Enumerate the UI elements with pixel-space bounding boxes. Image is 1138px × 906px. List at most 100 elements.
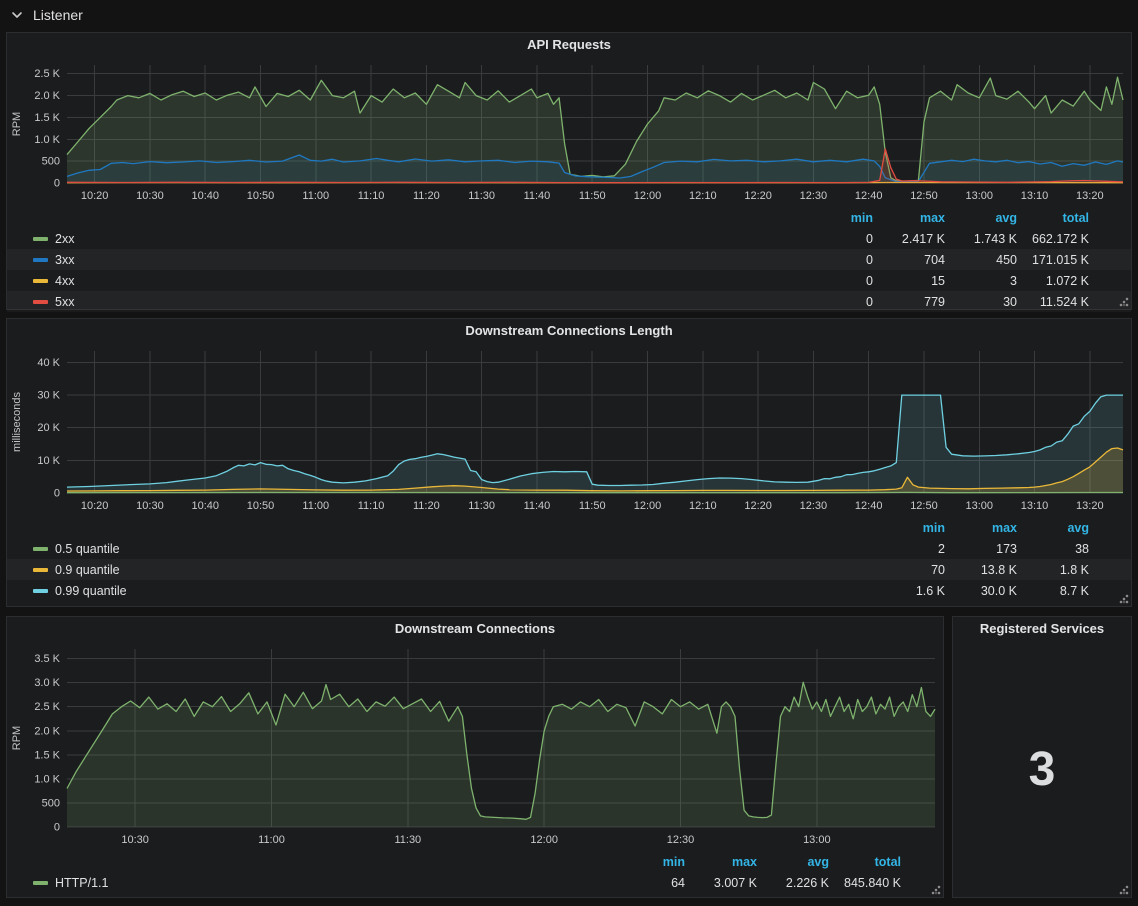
- legend-value: 11.524 K: [1017, 295, 1089, 309]
- series-color-swatch: [33, 589, 48, 593]
- svg-text:10:50: 10:50: [247, 190, 275, 202]
- row-title: Listener: [33, 7, 83, 23]
- legend-column-header[interactable]: max: [685, 855, 757, 869]
- svg-text:11:50: 11:50: [579, 190, 606, 202]
- legend-value: 2: [873, 542, 945, 556]
- legend-column-header[interactable]: total: [829, 855, 901, 869]
- legend-value: 662.172 K: [1017, 232, 1089, 246]
- svg-text:RPM: RPM: [11, 112, 23, 136]
- svg-text:11:30: 11:30: [468, 500, 495, 512]
- legend-column-header[interactable]: avg: [945, 211, 1017, 225]
- svg-text:0: 0: [54, 178, 60, 190]
- svg-text:11:40: 11:40: [524, 500, 551, 512]
- svg-text:12:50: 12:50: [910, 500, 938, 512]
- legend-row: 0.5 quantile 217338: [7, 538, 1131, 559]
- panel-resize-handle[interactable]: [1118, 884, 1129, 895]
- panel-title[interactable]: Registered Services: [953, 617, 1131, 641]
- series-label[interactable]: 0.9 quantile: [55, 563, 120, 577]
- svg-text:11:20: 11:20: [413, 500, 440, 512]
- panel-title[interactable]: Downstream Connections: [7, 617, 943, 641]
- legend-value: 704: [873, 253, 945, 267]
- legend-value: 0: [801, 232, 873, 246]
- svg-text:2.5 K: 2.5 K: [34, 68, 60, 80]
- legend-value: 2.226 K: [757, 876, 829, 890]
- legend-value: 8.7 K: [1017, 584, 1089, 598]
- svg-text:12:00: 12:00: [530, 834, 558, 846]
- svg-text:12:10: 12:10: [689, 190, 717, 202]
- legend-value: 38: [1017, 542, 1089, 556]
- legend-header-row: minmaxavgtotal: [7, 207, 1131, 228]
- svg-text:1.5 K: 1.5 K: [34, 112, 60, 124]
- panel-title[interactable]: API Requests: [7, 33, 1131, 57]
- legend-column-header[interactable]: avg: [757, 855, 829, 869]
- series-label[interactable]: 3xx: [55, 253, 74, 267]
- panel-resize-handle[interactable]: [1118, 296, 1129, 307]
- series-label[interactable]: 5xx: [55, 295, 74, 309]
- panel-title[interactable]: Downstream Connections Length: [7, 319, 1131, 343]
- legend-table: minmaxavgtotalHTTP/1.1643.007 K2.226 K84…: [7, 851, 943, 893]
- legend-row: 2xx02.417 K1.743 K662.172 K: [7, 228, 1131, 249]
- series-color-swatch: [33, 547, 48, 551]
- svg-text:12:20: 12:20: [744, 500, 772, 512]
- panel-downstream-connections-length: Downstream Connections Length 010 K20 K3…: [6, 318, 1132, 607]
- svg-text:12:10: 12:10: [689, 500, 717, 512]
- svg-text:2.0 K: 2.0 K: [34, 90, 60, 102]
- svg-text:11:00: 11:00: [258, 834, 285, 846]
- legend-column-header[interactable]: min: [801, 211, 873, 225]
- series-label[interactable]: 4xx: [55, 274, 74, 288]
- svg-text:3.0 K: 3.0 K: [34, 677, 60, 689]
- svg-text:10:20: 10:20: [81, 500, 109, 512]
- series-label[interactable]: 0.99 quantile: [55, 584, 127, 598]
- legend-value: 70: [873, 563, 945, 577]
- svg-text:11:30: 11:30: [394, 834, 421, 846]
- legend-row: 4xx01531.072 K: [7, 270, 1131, 291]
- svg-text:12:20: 12:20: [744, 190, 772, 202]
- downstream-connections-graph[interactable]: 05001.0 K1.5 K2.0 K2.5 K3.0 K3.5 K10:301…: [9, 641, 941, 849]
- legend-row: 3xx0704450171.015 K: [7, 249, 1131, 270]
- svg-text:12:00: 12:00: [634, 190, 662, 202]
- svg-text:20 K: 20 K: [37, 422, 60, 434]
- svg-text:10:50: 10:50: [247, 500, 275, 512]
- legend-value: 1.743 K: [945, 232, 1017, 246]
- series-color-swatch: [33, 568, 48, 572]
- legend-column-header[interactable]: max: [945, 521, 1017, 535]
- legend-value: 173: [945, 542, 1017, 556]
- panel-registered-services: Registered Services 3: [952, 616, 1132, 898]
- legend-column-header[interactable]: avg: [1017, 521, 1089, 535]
- panel-downstream-connections: Downstream Connections 05001.0 K1.5 K2.0…: [6, 616, 944, 898]
- svg-text:1.0 K: 1.0 K: [34, 773, 60, 785]
- legend-table: minmaxavg 0.5 quantile 217338 0.9 quantile 7…: [7, 517, 1131, 601]
- panel-resize-handle[interactable]: [1118, 593, 1129, 604]
- series-color-swatch: [33, 300, 48, 304]
- svg-text:2.0 K: 2.0 K: [34, 725, 60, 737]
- svg-text:11:30: 11:30: [468, 190, 495, 202]
- legend-column-header[interactable]: min: [873, 521, 945, 535]
- svg-text:13:10: 13:10: [1021, 500, 1049, 512]
- legend-column-header[interactable]: max: [873, 211, 945, 225]
- svg-text:12:00: 12:00: [634, 500, 662, 512]
- svg-text:11:10: 11:10: [358, 500, 385, 512]
- series-color-swatch: [33, 881, 48, 885]
- downstream-connections-length-graph[interactable]: 010 K20 K30 K40 K10:2010:3010:4010:5011:…: [9, 343, 1129, 515]
- svg-text:13:00: 13:00: [803, 834, 831, 846]
- legend-column-header[interactable]: min: [613, 855, 685, 869]
- row-header-listener[interactable]: Listener: [0, 0, 1138, 30]
- legend-row: 5xx07793011.524 K: [7, 291, 1131, 312]
- svg-text:10:30: 10:30: [121, 834, 149, 846]
- series-label[interactable]: 2xx: [55, 232, 74, 246]
- legend-value: 0: [801, 274, 873, 288]
- svg-text:10:40: 10:40: [191, 500, 219, 512]
- legend-value: 30: [945, 295, 1017, 309]
- panel-resize-handle[interactable]: [930, 884, 941, 895]
- svg-text:13:00: 13:00: [965, 500, 993, 512]
- api-requests-graph[interactable]: 05001.0 K1.5 K2.0 K2.5 K10:2010:3010:401…: [9, 57, 1129, 205]
- legend-value: 0: [801, 253, 873, 267]
- svg-text:12:30: 12:30: [800, 190, 828, 202]
- legend-column-header[interactable]: total: [1017, 211, 1089, 225]
- svg-text:13:20: 13:20: [1076, 190, 1104, 202]
- svg-text:12:30: 12:30: [667, 834, 695, 846]
- series-label[interactable]: 0.5 quantile: [55, 542, 120, 556]
- legend-value: 779: [873, 295, 945, 309]
- series-label[interactable]: HTTP/1.1: [55, 876, 109, 890]
- legend-value: 1.8 K: [1017, 563, 1089, 577]
